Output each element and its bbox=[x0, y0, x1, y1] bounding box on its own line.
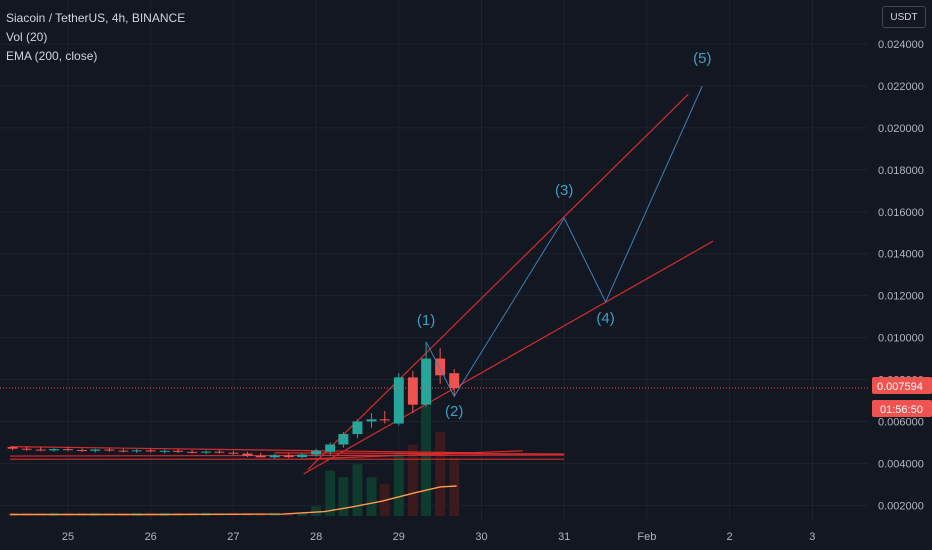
volume-bar bbox=[311, 506, 322, 516]
last-price-tag-bg bbox=[872, 377, 932, 394]
ema-200-line bbox=[10, 485, 457, 516]
price-tick-label: 0.024000 bbox=[878, 39, 924, 51]
time-tick-label: 2 bbox=[727, 531, 733, 543]
price-tick-label: 0.012000 bbox=[878, 291, 924, 303]
time-axis[interactable]: 25 26 27 28 29 30 31 Feb 2 3 bbox=[0, 520, 932, 550]
candle-body[interactable] bbox=[338, 434, 349, 445]
candle-body[interactable] bbox=[421, 358, 432, 405]
candle-body[interactable] bbox=[311, 450, 322, 455]
trend-lines[interactable] bbox=[10, 93, 714, 475]
volume-bar bbox=[407, 444, 418, 516]
ema-line bbox=[10, 485, 457, 516]
countdown-tag-bg bbox=[872, 400, 932, 417]
candle-body[interactable] bbox=[131, 450, 142, 452]
chart-legend: Siacoin / TetherUS, 4h, BINANCE Vol (20)… bbox=[6, 9, 185, 66]
candle-body[interactable] bbox=[21, 448, 32, 450]
time-tick-label: 3 bbox=[809, 531, 815, 543]
candle-body[interactable] bbox=[63, 449, 73, 451]
price-axis[interactable]: 0.0020000.0040000.0060000.0080000.010000… bbox=[868, 0, 932, 550]
candle-body[interactable] bbox=[297, 454, 308, 458]
trend-line[interactable] bbox=[274, 452, 565, 455]
candle-body[interactable] bbox=[173, 450, 183, 452]
wave-labels: (1) (2) (3) (4) (5) bbox=[417, 50, 712, 420]
wave-label-2: (2) bbox=[445, 403, 463, 420]
candle-body[interactable] bbox=[201, 451, 212, 453]
price-tick-label: 0.022000 bbox=[878, 81, 924, 93]
volume-bar bbox=[297, 512, 308, 516]
price-tick-label: 0.018000 bbox=[878, 165, 924, 177]
wave-label-3: (3) bbox=[555, 182, 573, 199]
volume-indicator-label[interactable]: Vol (20) bbox=[6, 30, 48, 44]
candle-body[interactable] bbox=[449, 373, 460, 389]
wave-label-5: (5) bbox=[693, 50, 711, 67]
volume-bar bbox=[338, 477, 349, 516]
volume-bar bbox=[393, 451, 404, 516]
candle-body[interactable] bbox=[379, 419, 390, 421]
currency-label: USDT bbox=[890, 11, 918, 23]
price-tick-label: 0.014000 bbox=[878, 249, 924, 261]
candle-body[interactable] bbox=[325, 444, 336, 452]
candle-body[interactable] bbox=[242, 453, 253, 456]
candle-body[interactable] bbox=[352, 421, 363, 435]
ema-indicator-label[interactable]: EMA (200, close) bbox=[6, 49, 98, 63]
price-tick-label: 0.020000 bbox=[878, 123, 924, 135]
candle-body[interactable] bbox=[118, 450, 129, 452]
candle-countdown: 01:56:50 bbox=[880, 404, 923, 416]
candle-body[interactable] bbox=[393, 377, 404, 424]
candle-body[interactable] bbox=[214, 451, 225, 453]
volume-bar bbox=[421, 406, 432, 516]
time-tick-label: 27 bbox=[227, 531, 239, 543]
wave-label-1: (1) bbox=[417, 312, 435, 329]
last-price-value: 0.007594 bbox=[877, 381, 923, 393]
candle-body[interactable] bbox=[435, 358, 446, 376]
time-tick-label: 29 bbox=[393, 531, 405, 543]
candle-body[interactable] bbox=[269, 455, 280, 458]
candle-body[interactable] bbox=[145, 450, 156, 452]
price-tick-label: 0.010000 bbox=[878, 333, 924, 345]
chart-grid bbox=[0, 0, 868, 520]
elliott-wave-path[interactable] bbox=[425, 85, 703, 398]
trend-line[interactable] bbox=[299, 450, 523, 460]
candle-body[interactable] bbox=[283, 455, 294, 458]
candle-body[interactable] bbox=[366, 419, 377, 422]
volume-bar bbox=[325, 470, 336, 516]
candle-body[interactable] bbox=[255, 455, 266, 458]
time-tick-label: 28 bbox=[310, 531, 322, 543]
candlesticks[interactable] bbox=[7, 341, 460, 459]
last-price-tag: 0.007594 01:56:50 bbox=[872, 377, 932, 417]
candle-body[interactable] bbox=[48, 449, 59, 451]
time-tick-label: 31 bbox=[558, 531, 570, 543]
time-tick-label: 25 bbox=[62, 531, 74, 543]
wave-path-line[interactable] bbox=[425, 85, 703, 398]
price-tick-label: 0.002000 bbox=[878, 500, 924, 512]
candle-body[interactable] bbox=[7, 447, 18, 449]
price-tick-label: 0.004000 bbox=[878, 458, 924, 470]
candle-body[interactable] bbox=[90, 449, 101, 451]
candle-body[interactable] bbox=[228, 452, 239, 454]
trend-line[interactable] bbox=[303, 240, 714, 475]
volume-bar bbox=[366, 477, 377, 516]
volume-bar bbox=[352, 464, 363, 516]
candle-body[interactable] bbox=[407, 377, 418, 405]
wave-label-4: (4) bbox=[596, 310, 614, 327]
candle-body[interactable] bbox=[187, 451, 198, 453]
volume-bar bbox=[435, 431, 446, 516]
price-tick-label: 0.016000 bbox=[878, 207, 924, 219]
volume-bar bbox=[449, 457, 460, 516]
time-tick-label: 26 bbox=[145, 531, 157, 543]
currency-button[interactable]: USDT bbox=[882, 6, 926, 28]
time-tick-label: Feb bbox=[637, 531, 656, 543]
trend-line[interactable] bbox=[10, 446, 482, 454]
candle-body[interactable] bbox=[159, 450, 170, 452]
price-tick-label: 0.006000 bbox=[878, 416, 924, 428]
time-tick-label: 30 bbox=[475, 531, 487, 543]
symbol-title[interactable]: Siacoin / TetherUS, 4h, BINANCE bbox=[6, 11, 186, 25]
candle-body[interactable] bbox=[35, 449, 46, 451]
trend-line[interactable] bbox=[307, 93, 689, 471]
candle-body[interactable] bbox=[104, 449, 115, 451]
candle-body[interactable] bbox=[77, 449, 88, 451]
